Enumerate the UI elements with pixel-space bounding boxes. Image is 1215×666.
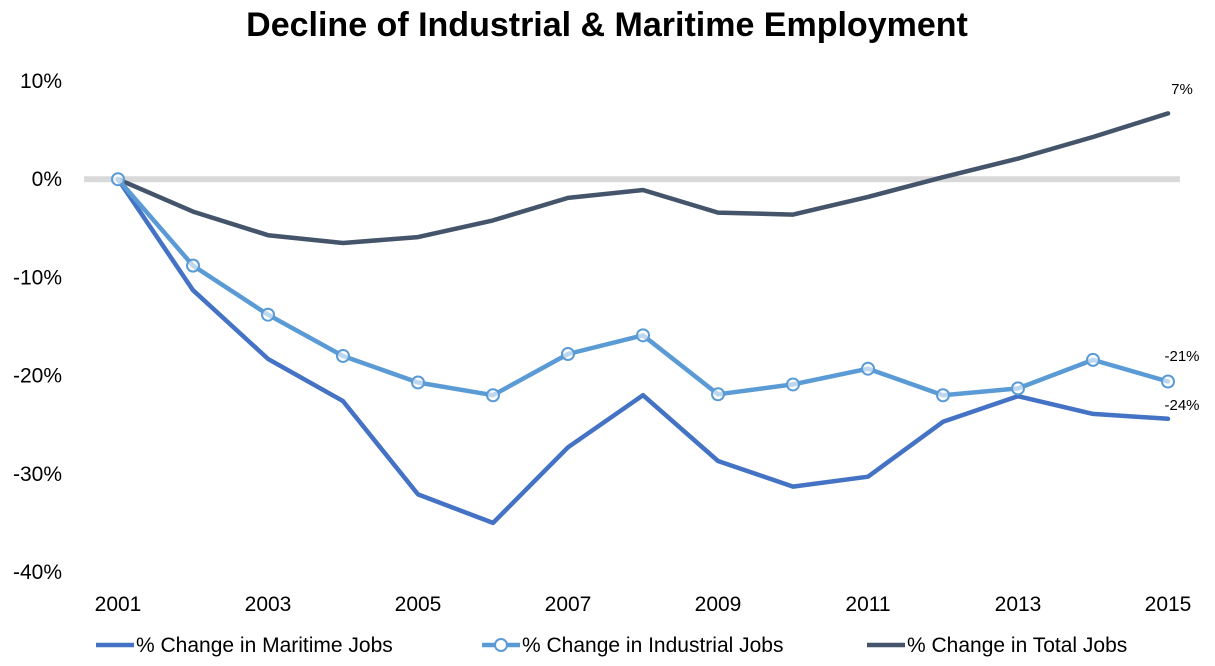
series-3 <box>115 111 1171 246</box>
data-point-marker <box>636 328 650 343</box>
data-point-marker <box>561 346 575 361</box>
y-tick-label: -10% <box>13 266 62 289</box>
data-labels: -21% -24% 7% <box>1164 81 1199 414</box>
data-point-marker <box>261 307 275 322</box>
data-point-marker <box>711 387 725 402</box>
y-tick-label: -30% <box>13 463 62 486</box>
x-tick-label: 2009 <box>695 593 742 616</box>
data-point-marker <box>411 375 425 390</box>
series-1 <box>115 176 1171 526</box>
legend-label: % Change in Maritime Jobs <box>136 634 393 657</box>
x-tick-label: 2007 <box>545 593 592 616</box>
legend-item: % Change in Industrial Jobs <box>482 634 784 657</box>
legend-label: % Change in Industrial Jobs <box>522 634 784 657</box>
x-tick-label: 2013 <box>995 593 1042 616</box>
legend: % Change in Maritime Jobs % Change in Ind… <box>96 634 1127 657</box>
end-data-label: 7% <box>1171 81 1193 98</box>
y-axis-ticks: 10% 0% -10% -20% -30% -40% <box>13 70 62 584</box>
legend-item: % Change in Total Jobs <box>867 634 1127 657</box>
x-tick-label: 2015 <box>1145 593 1192 616</box>
x-tick-label: 2011 <box>845 593 890 616</box>
series-line <box>115 176 1171 526</box>
data-point-marker <box>786 377 800 392</box>
series-layer <box>111 111 1175 526</box>
y-tick-label: -40% <box>13 561 62 584</box>
x-tick-label: 2001 <box>95 593 142 616</box>
end-data-label: -21% <box>1164 348 1199 365</box>
data-point-marker <box>486 388 500 403</box>
y-tick-label: -20% <box>13 365 62 388</box>
x-axis-ticks: 2001 2003 2005 2007 2009 2011 2013 2015 <box>95 593 1192 616</box>
y-tick-label: 10% <box>20 70 62 93</box>
legend-label: % Change in Total Jobs <box>907 634 1127 657</box>
end-data-label: -24% <box>1164 397 1199 414</box>
data-point-marker <box>861 361 875 376</box>
series-2 <box>111 172 1175 403</box>
data-point-marker <box>336 348 350 363</box>
legend-item: % Change in Maritime Jobs <box>96 634 393 657</box>
data-point-marker <box>936 388 950 403</box>
y-tick-label: 0% <box>32 168 62 191</box>
legend-marker <box>494 638 508 652</box>
data-point-marker <box>186 258 200 273</box>
series-line <box>115 111 1171 246</box>
chart-title: Decline of Industrial & Maritime Employm… <box>246 6 968 44</box>
data-point-marker <box>1011 381 1025 396</box>
data-point-marker <box>111 172 125 187</box>
x-tick-label: 2003 <box>245 593 292 616</box>
x-tick-label: 2005 <box>395 593 442 616</box>
data-point-marker <box>1086 352 1100 367</box>
data-point-marker <box>1161 374 1175 389</box>
